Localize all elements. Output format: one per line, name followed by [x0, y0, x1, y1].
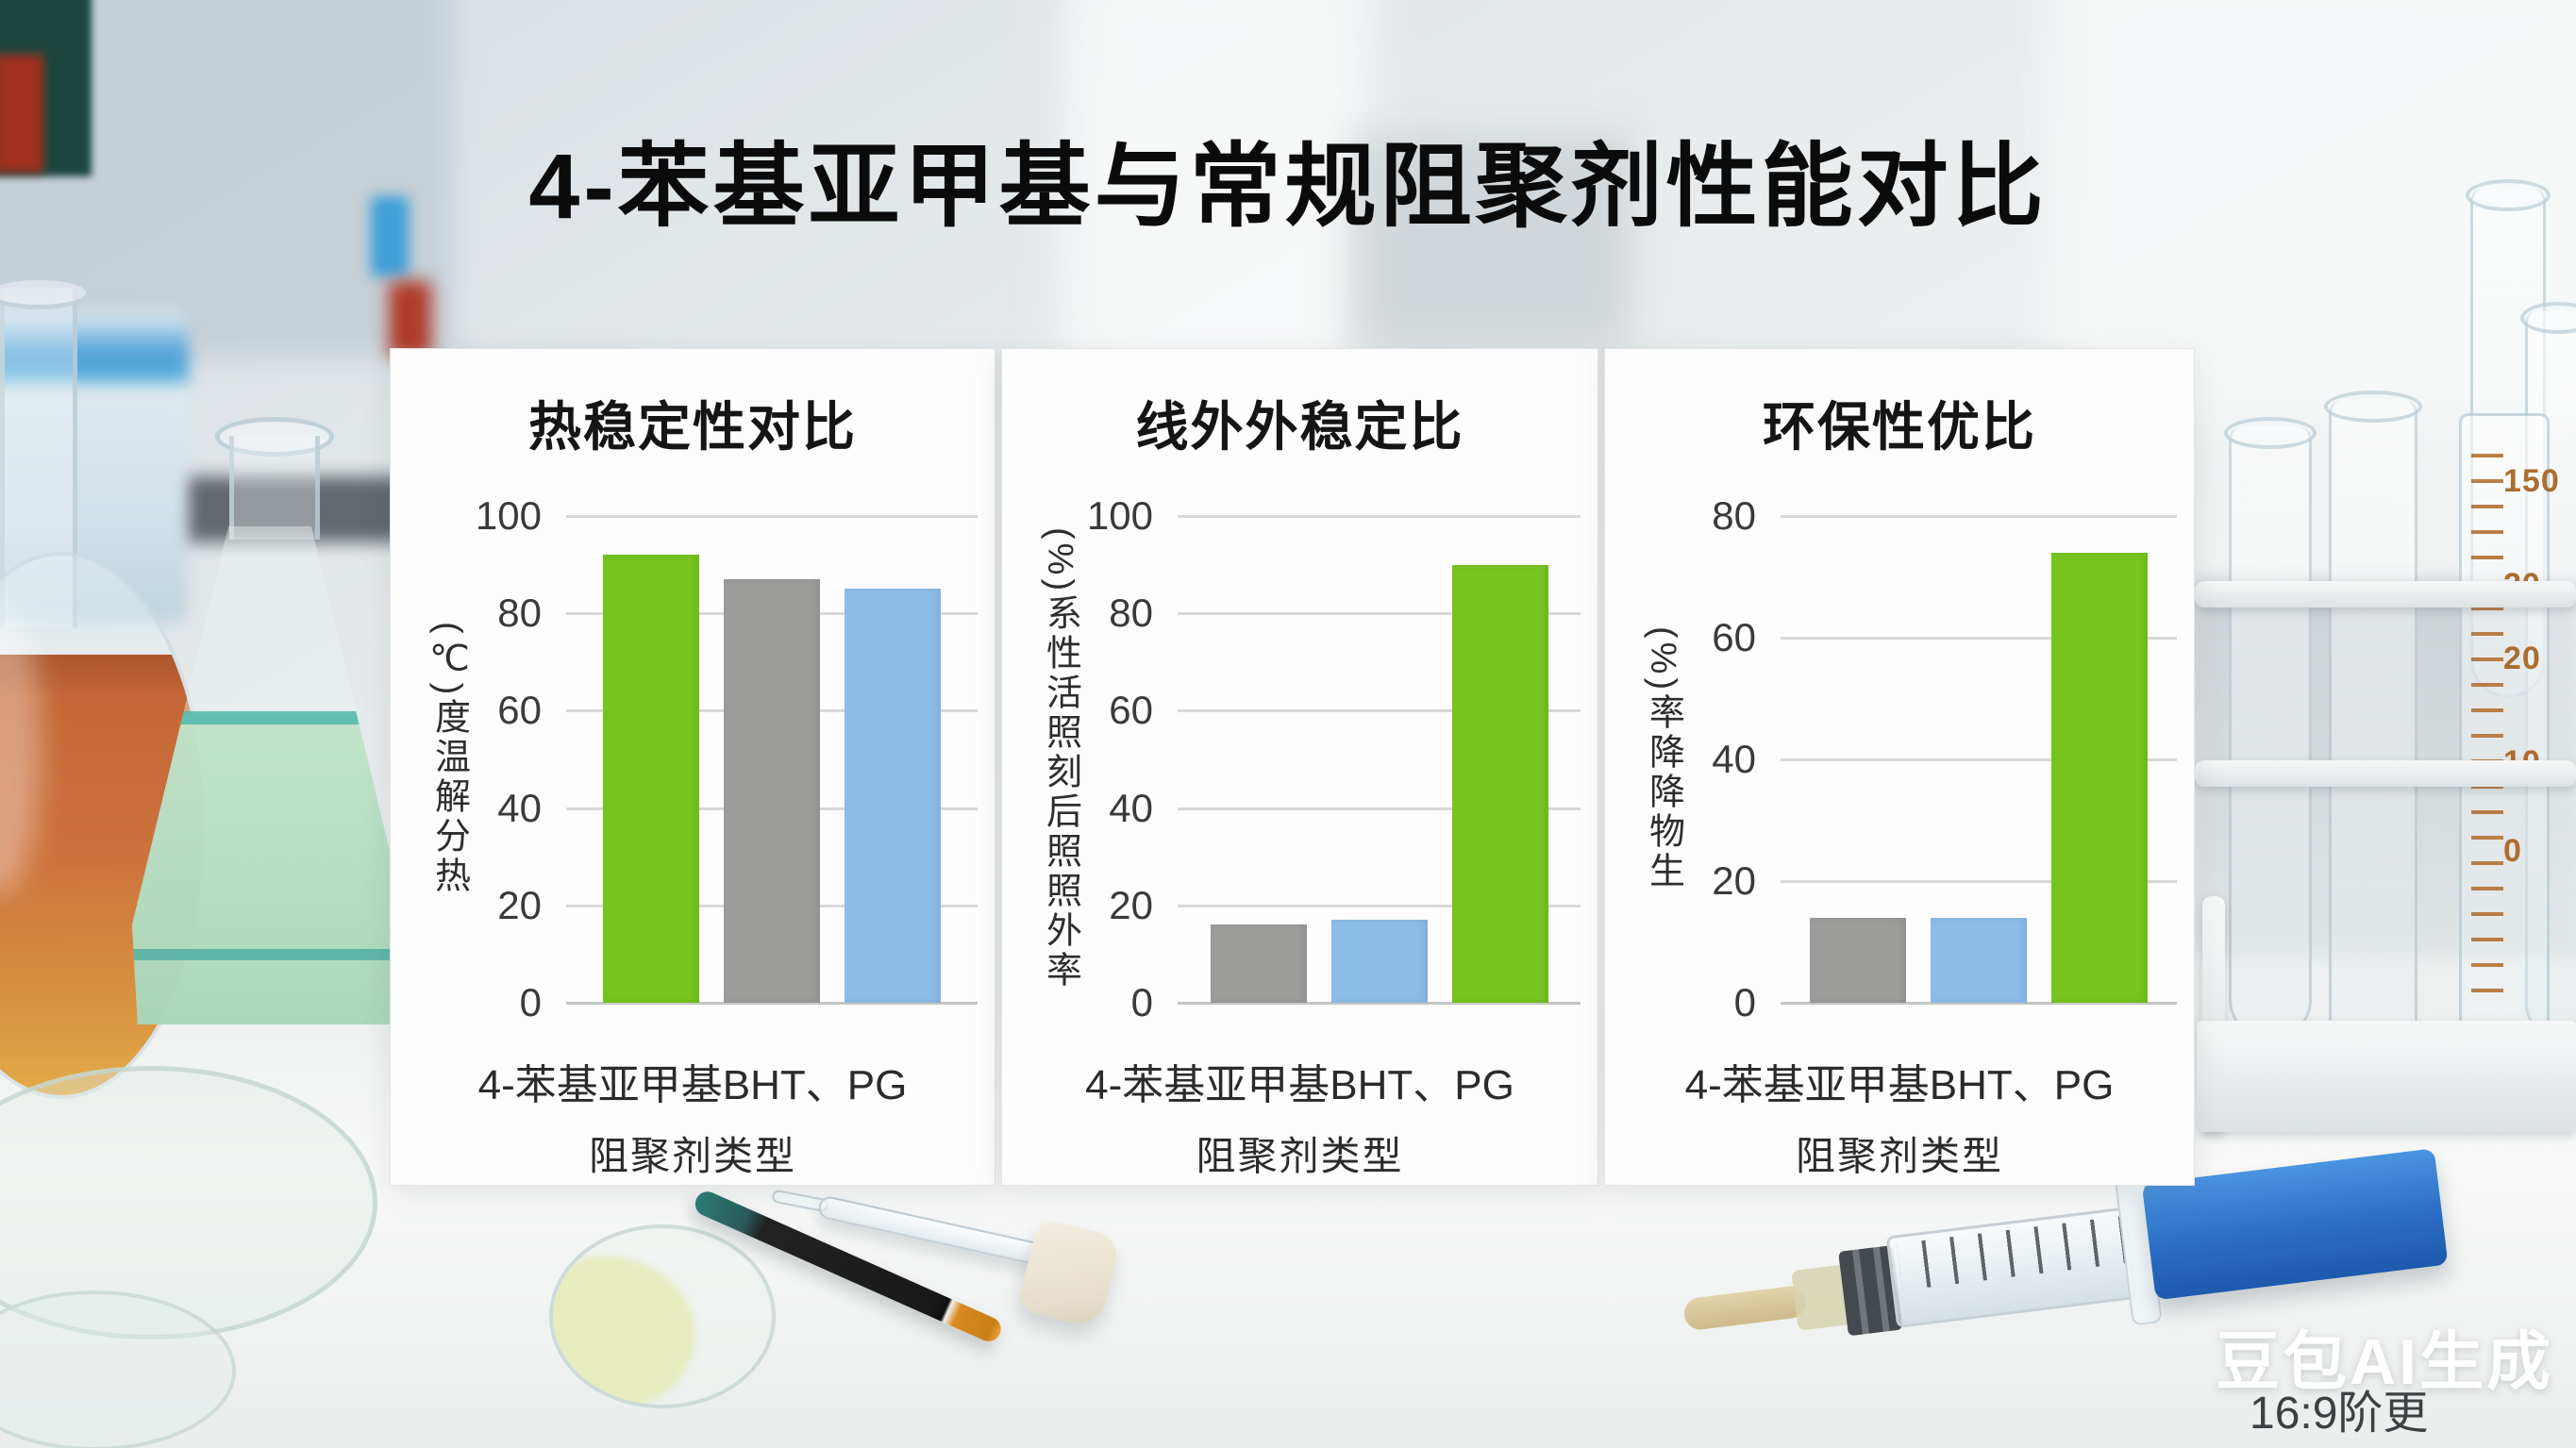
cylinder-scale-number: 20 — [2503, 641, 2541, 676]
shelf-bottle-blue-small — [371, 196, 409, 276]
petri-dish-small — [0, 1290, 236, 1448]
flask-green-liquid — [132, 715, 408, 1024]
y-axis-label: (%)系性活照刻后照照外率 — [1040, 527, 1080, 991]
watermark-caption: 16:9阶更 — [2250, 1389, 2429, 1439]
watermark-brand: 豆包AI生成 — [2216, 1326, 2554, 1398]
syringe-barrel — [1885, 1207, 2137, 1329]
y-tick-label: 20 — [1109, 882, 1153, 927]
shelf-bottle-red-small — [389, 281, 431, 357]
y-axis-ticks: 80 60 40 20 0 — [1605, 493, 1765, 1024]
syringe-scale-ticks — [1897, 1216, 2126, 1290]
axis-baseline — [1781, 1002, 2177, 1005]
chart-panel-thermal-stability: 热稳定性对比 (℃)度温解分热 100 80 60 40 20 0 4-苯基亚甲基BHT、… — [390, 348, 995, 1186]
petri-dish-yellow — [549, 1224, 776, 1408]
y-tick-label: 80 — [497, 591, 542, 636]
x-axis-title: 阻聚剂类型 — [1795, 1134, 2003, 1178]
gridline — [1178, 515, 1581, 518]
bar — [1330, 920, 1428, 1003]
y-tick-label: 20 — [1712, 858, 1756, 903]
x-tick-labels: 4-苯基亚甲基BHT、PG — [477, 1062, 908, 1108]
gridline — [1178, 612, 1581, 616]
y-tick-label: 20 — [497, 882, 542, 927]
flask-green-neck — [229, 436, 320, 540]
cylinder-scale-number: 0 — [2503, 833, 2522, 869]
gridline — [1781, 637, 2177, 640]
page-title: 4-苯基亚甲基与常规阻聚剂性能对比 — [528, 135, 2048, 238]
cylinder-scale-number: 150 — [2503, 463, 2560, 499]
y-tick-label: 80 — [1109, 591, 1153, 636]
graduated-cylinder: 1502020100 — [2459, 413, 2560, 1038]
plot-area — [566, 515, 978, 1005]
gridline — [1178, 709, 1581, 713]
y-axis-label: (%)率降降物生 — [1643, 626, 1683, 892]
x-tick-labels: 4-苯基亚甲基BHT、PG — [1684, 1062, 2115, 1108]
background-bright-band — [1066, 0, 1368, 396]
chart-title: 环保性优比 — [1763, 397, 2036, 457]
petri-dish-large — [0, 1066, 377, 1340]
flask-green-bottom-line — [132, 949, 408, 960]
y-tick-label: 0 — [519, 980, 542, 1024]
bar — [1210, 924, 1307, 1003]
gridline — [1781, 758, 2177, 761]
gridline — [1178, 904, 1581, 907]
rack-bar-top — [2195, 581, 2576, 607]
petri-dish-yellow-liquid — [553, 1257, 694, 1405]
y-axis-label: (℃)度温解分热 — [428, 622, 469, 897]
y-tick-label: 40 — [497, 785, 542, 830]
gridline — [1781, 515, 2177, 518]
chart-panel-eco-friendliness: 环保性优比 (%)率降降物生 80 60 40 20 0 4-苯基亚甲基BHT、PG 阻… — [1604, 348, 2195, 1186]
y-tick-label: 100 — [475, 493, 542, 538]
y-tick-label: 40 — [1712, 737, 1756, 781]
y-axis-ticks: 100 80 60 40 20 0 — [391, 493, 551, 1024]
y-tick-label: 60 — [497, 688, 542, 733]
bar — [2051, 553, 2148, 1003]
bar — [724, 579, 820, 1003]
axis-baseline — [1178, 1002, 1581, 1005]
x-axis-title: 阻聚剂类型 — [1196, 1134, 1404, 1178]
gridline — [1781, 880, 2177, 883]
y-tick-label: 100 — [1086, 493, 1153, 538]
chart-panel-uv-stability: 线外外稳定比 (%)系性活照刻后照照外率 100 80 60 40 20 0 4-苯基亚甲… — [1001, 348, 1598, 1186]
gridline — [1178, 807, 1581, 810]
bar — [603, 555, 699, 1003]
bar — [1931, 918, 2027, 1003]
flask-green-rim — [215, 417, 334, 457]
plot-area — [1781, 515, 2177, 1005]
gridlines — [1178, 515, 1581, 1005]
bar — [845, 589, 941, 1003]
bar-group — [1781, 516, 2177, 1003]
rack-base — [2197, 1021, 2576, 1132]
y-tick-label: 40 — [1109, 785, 1153, 830]
bar-group — [1178, 516, 1581, 1003]
chart-title: 热稳定性对比 — [528, 397, 857, 457]
bar — [1810, 918, 1906, 1003]
flask-green-surface-line — [132, 711, 408, 724]
chart-title: 线外外稳定比 — [1135, 397, 1464, 457]
background-equipment-gray — [1349, 132, 1632, 349]
gridlines — [1781, 515, 2177, 1005]
test-tube-1 — [2224, 417, 2317, 1040]
y-axis-ticks: 100 80 60 40 20 0 — [1002, 493, 1163, 1024]
gridline — [566, 515, 978, 518]
y-tick-label: 0 — [1130, 980, 1153, 1024]
y-tick-label: 60 — [1712, 615, 1756, 659]
syringe-cap — [1682, 1284, 1809, 1332]
axis-baseline — [566, 1002, 978, 1005]
plot-area — [1178, 515, 1581, 1005]
y-tick-label: 80 — [1712, 493, 1756, 538]
y-tick-label: 0 — [1733, 980, 1756, 1024]
bar-group — [566, 516, 978, 1003]
test-tube-2 — [2324, 391, 2422, 1060]
x-axis-title: 阻聚剂类型 — [588, 1134, 796, 1178]
y-tick-label: 60 — [1109, 688, 1153, 733]
cylinder-minor-ticks — [2471, 454, 2503, 1001]
flask-orange-rim — [0, 275, 91, 309]
x-tick-labels: 4-苯基亚甲基BHT、PG — [1085, 1062, 1514, 1108]
bar — [1451, 565, 1548, 1003]
shelf-item-red — [0, 55, 43, 173]
rack-bar-bottom — [2195, 760, 2576, 787]
